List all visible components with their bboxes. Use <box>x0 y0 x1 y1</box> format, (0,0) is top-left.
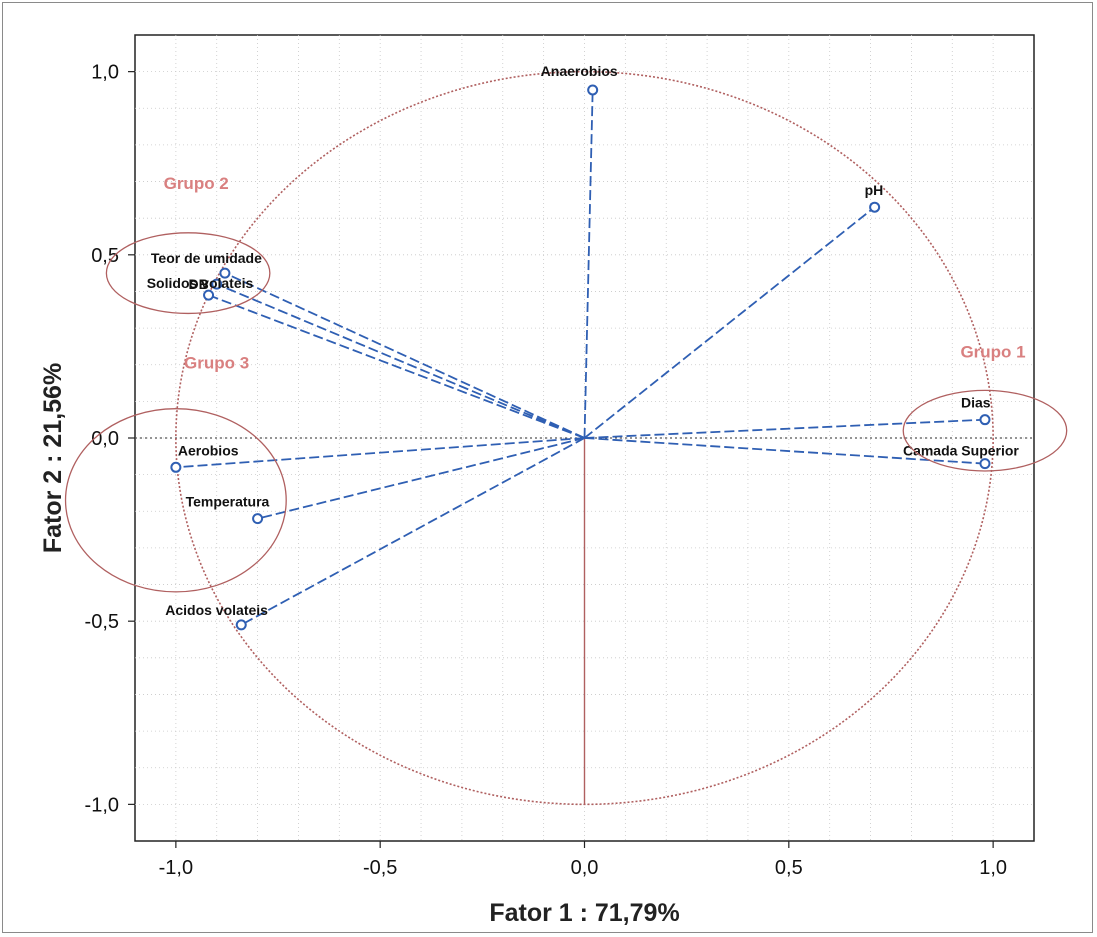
vector-line <box>240 437 585 626</box>
vector-line <box>208 294 585 439</box>
point-label: Acidos volateis <box>165 602 268 618</box>
point-label: Camada Superior <box>903 443 1019 459</box>
unit-circle <box>175 70 994 806</box>
vector-line <box>224 272 585 439</box>
point-marker <box>252 513 264 525</box>
y-tick-label: 0,5 <box>91 245 119 267</box>
point-marker <box>869 201 881 213</box>
point-label: Teor de umidade <box>151 250 262 266</box>
point-label: Solidos volateis <box>147 275 254 291</box>
vector-line <box>216 283 585 439</box>
y-tick-label: -1,0 <box>85 794 119 816</box>
point-marker <box>170 461 182 473</box>
y-tick-label: -0,5 <box>85 611 119 633</box>
point-label: Aerobios <box>178 442 239 458</box>
point-marker <box>211 278 223 290</box>
point-label: Temperatura <box>186 494 270 510</box>
x-tick-label: 0,5 <box>775 857 803 879</box>
point-label: Anaerobios <box>541 63 618 79</box>
point-marker <box>219 267 231 279</box>
point-label: Dias <box>961 395 991 411</box>
point-marker <box>979 458 991 470</box>
y-tick-label: 0,0 <box>91 428 119 450</box>
point-marker <box>203 289 215 301</box>
vector-line <box>257 437 585 520</box>
x-axis-title: Fator 1 : 71,79% <box>489 899 679 927</box>
vector-line <box>583 206 876 439</box>
y-tick-label: 1,0 <box>91 62 119 84</box>
x-tick-label: 0,0 <box>571 857 599 879</box>
vector-line <box>584 418 986 439</box>
vector-line <box>584 437 986 465</box>
x-tick-label: -1,0 <box>159 857 193 879</box>
group-ellipse <box>902 389 1068 472</box>
point-label: pH <box>865 182 884 198</box>
x-tick-label: -0,5 <box>363 857 397 879</box>
point-marker <box>979 414 991 426</box>
x-tick-label: 1,0 <box>979 857 1007 879</box>
group-label: Grupo 1 <box>960 342 1025 361</box>
point-marker <box>235 619 247 631</box>
y-axis-title: Fator 2 : 21,56% <box>39 363 67 553</box>
vector-line <box>583 89 594 439</box>
pca-chart: -1,0 -0,5 0,0 0,5 1,0 -1,0 -0,5 0,0 0,5 1,0 Fator … <box>39 34 1068 927</box>
group-ellipse <box>105 232 271 315</box>
vector-line <box>175 437 585 469</box>
group-ellipse <box>64 408 287 593</box>
point-marker <box>587 84 599 96</box>
group-label: Grupo 3 <box>184 353 249 372</box>
group-label: Grupo 2 <box>164 174 229 193</box>
point-label: DB <box>189 276 209 292</box>
